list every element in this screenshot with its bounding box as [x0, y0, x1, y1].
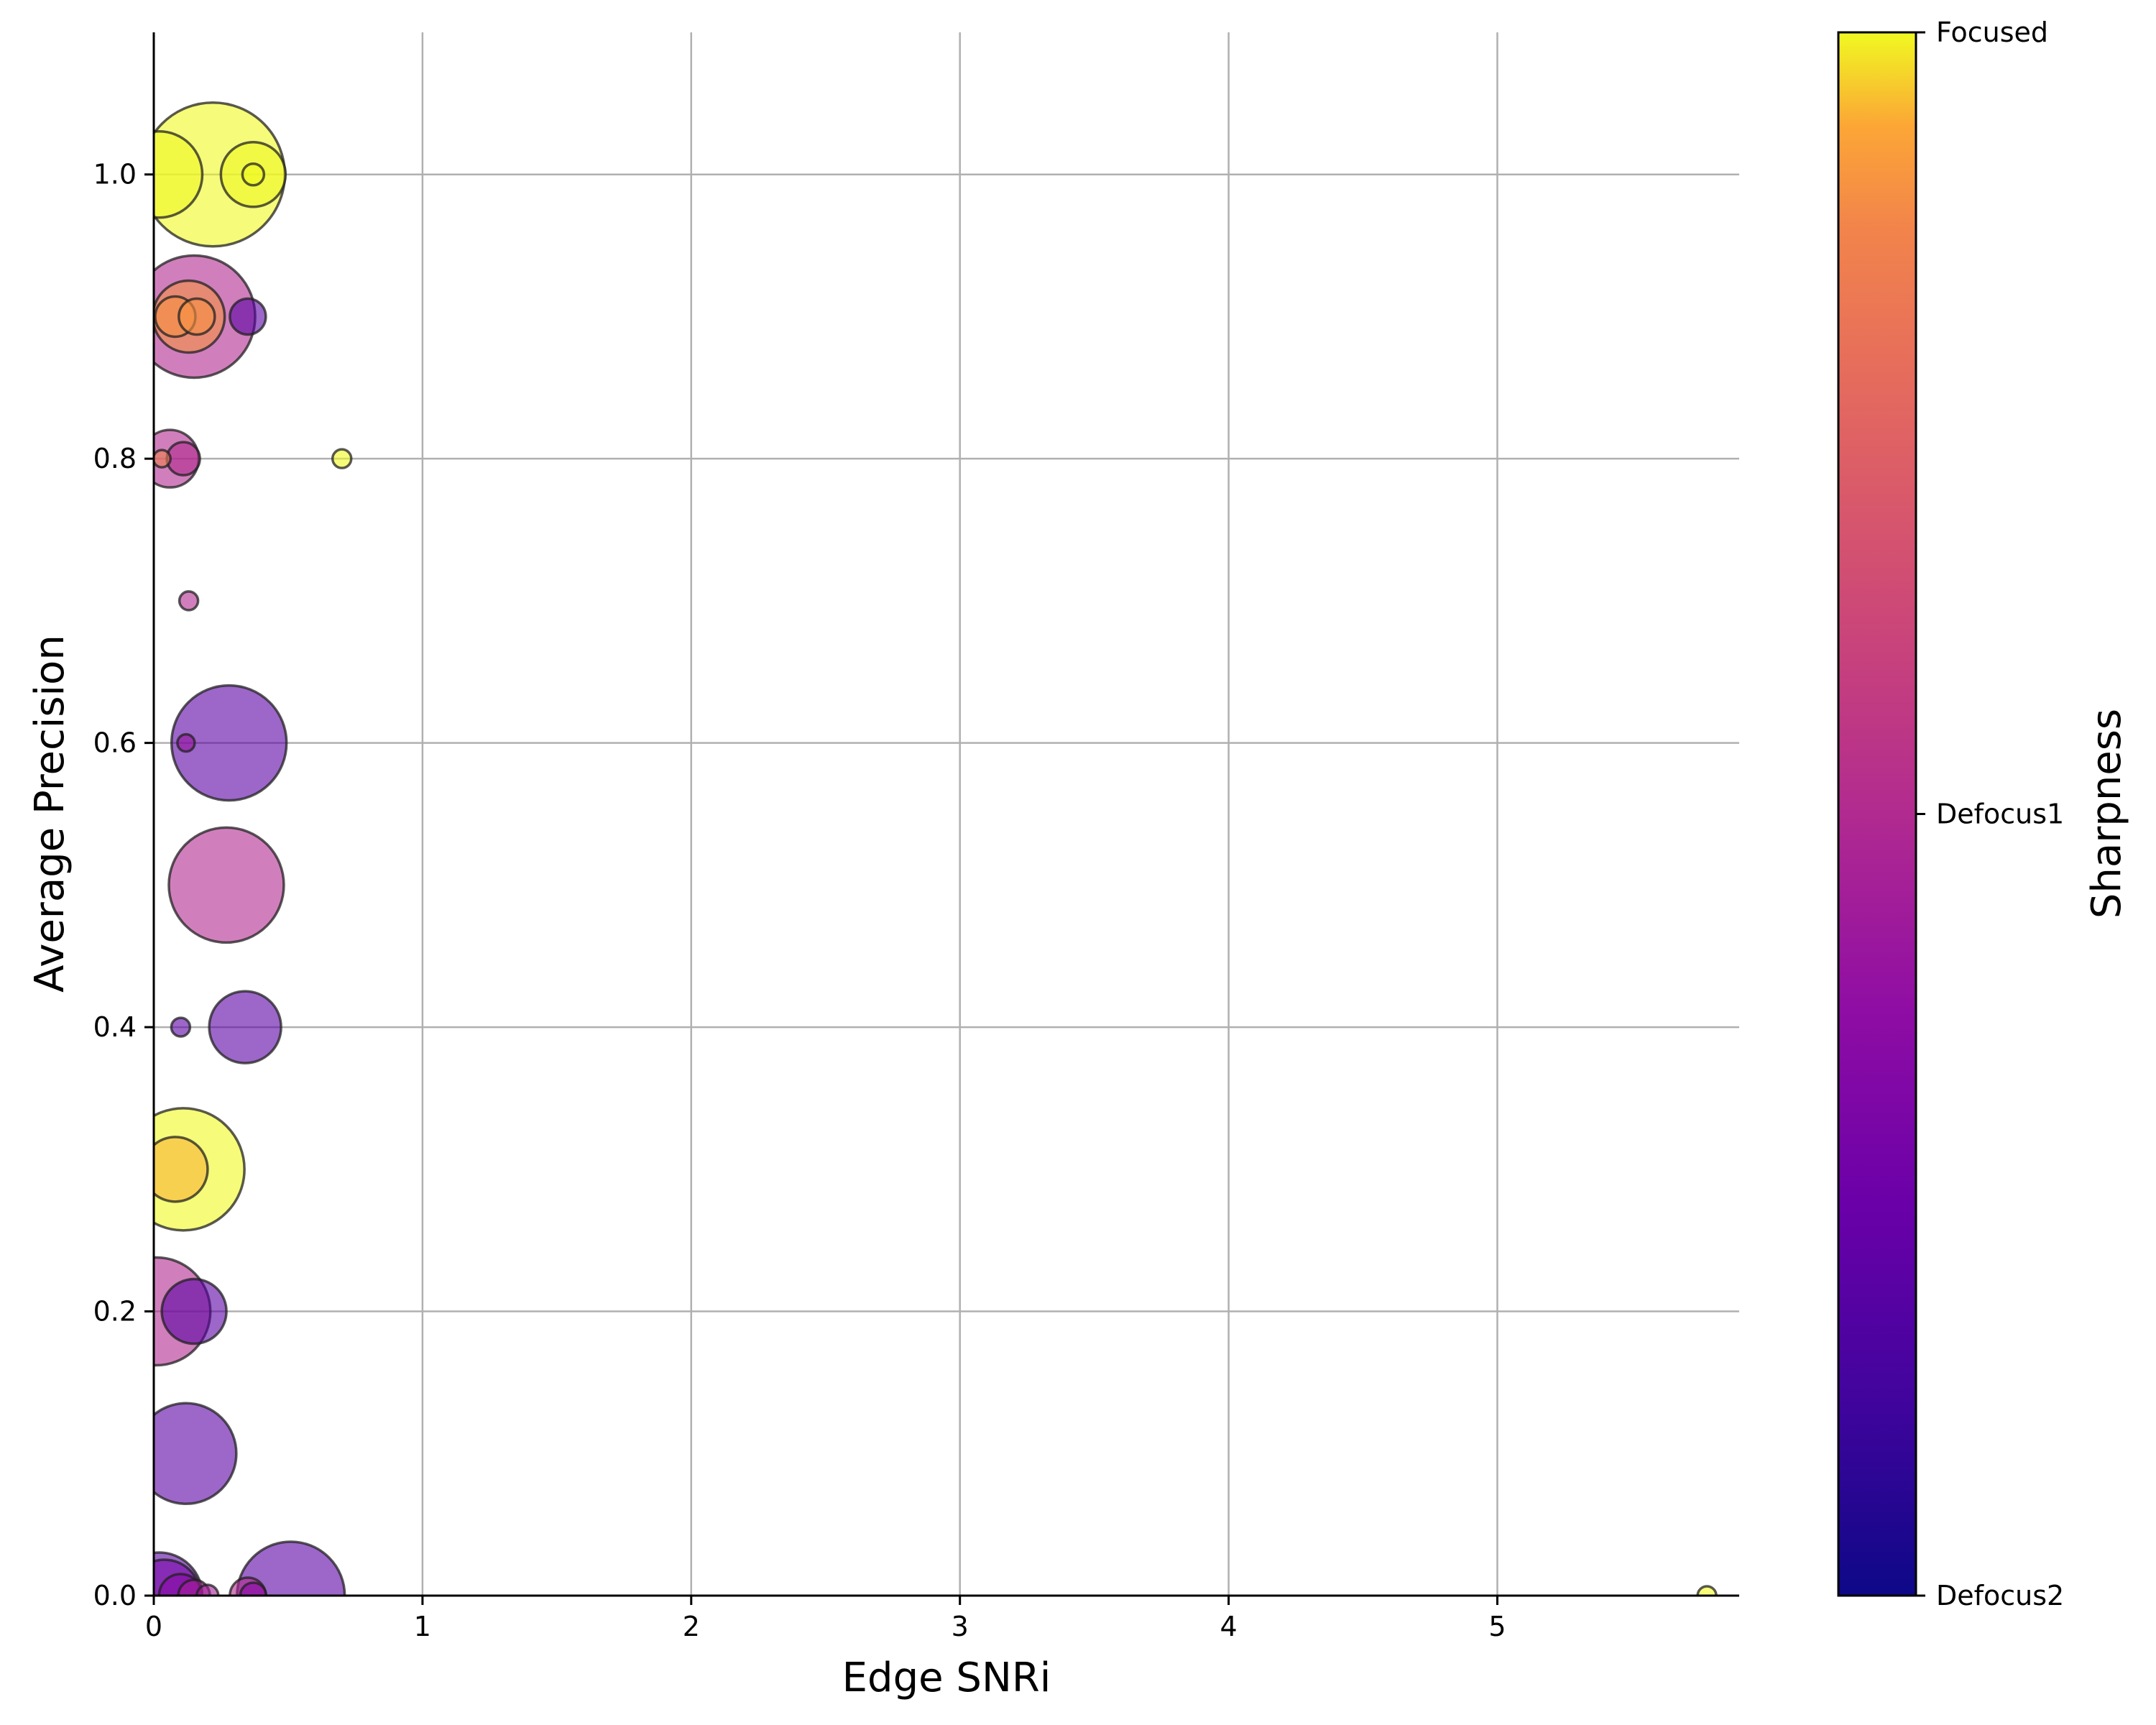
- colorbar-ticks: Defocus2 Defocus1 Focused: [1916, 17, 2064, 1611]
- colorbar-tick-label: Focused: [1936, 17, 2048, 48]
- x-tick-label: 3: [952, 1611, 969, 1642]
- x-tick-label: 4: [1220, 1611, 1237, 1642]
- data-point: [241, 162, 266, 187]
- y-tick-label: 0.0: [93, 1580, 137, 1611]
- data-point: [195, 1583, 220, 1596]
- colorbar-title: Sharpness: [2083, 709, 2130, 919]
- data-point: [170, 1016, 192, 1038]
- data-point: [170, 684, 288, 802]
- data-point: [178, 590, 200, 612]
- data-point: [331, 448, 353, 469]
- x-tick-label: 0: [145, 1611, 162, 1642]
- x-tick-label: 2: [683, 1611, 700, 1642]
- y-tick-label: 0.2: [93, 1296, 137, 1328]
- x-tick-label: 1: [414, 1611, 431, 1642]
- data-point: [167, 826, 285, 944]
- y-axis-title: Average Precision: [27, 635, 73, 993]
- colorbar-gradient: [1837, 31, 1917, 1597]
- data-point: [154, 1136, 209, 1203]
- colorbar: Defocus2 Defocus1 Focused Sharpness: [1837, 17, 2130, 1611]
- y-ticks: 0.0 0.2 0.4 0.6 0.8 1.0: [93, 159, 154, 1611]
- colorbar-tick-label: Defocus1: [1936, 799, 2064, 830]
- data-point: [208, 990, 282, 1064]
- data-point: [160, 1277, 228, 1346]
- x-tick-label: 5: [1488, 1611, 1506, 1642]
- data-point: [1696, 1585, 1718, 1596]
- x-axis-title: Edge SNRi: [842, 1655, 1051, 1701]
- x-ticks: 0 1 2 3 4 5: [145, 1596, 1506, 1642]
- y-tick-label: 0.6: [93, 727, 137, 759]
- data-point: [229, 297, 267, 336]
- y-tick-label: 0.8: [93, 443, 137, 474]
- data-point: [154, 448, 172, 469]
- data-point: [178, 297, 216, 336]
- y-tick-label: 0.4: [93, 1011, 137, 1043]
- y-tick-label: 1.0: [93, 159, 137, 190]
- data-point: [154, 1402, 238, 1506]
- colorbar-tick-label: Defocus2: [1936, 1580, 2064, 1611]
- grid-lines: [154, 32, 1739, 1596]
- data-point: [235, 1540, 346, 1596]
- data-points: [154, 101, 1718, 1596]
- data-point: [176, 732, 196, 753]
- data-point: [239, 1581, 268, 1596]
- data-point: [165, 441, 201, 477]
- data-point: [154, 129, 204, 219]
- axes: [152, 32, 1739, 1597]
